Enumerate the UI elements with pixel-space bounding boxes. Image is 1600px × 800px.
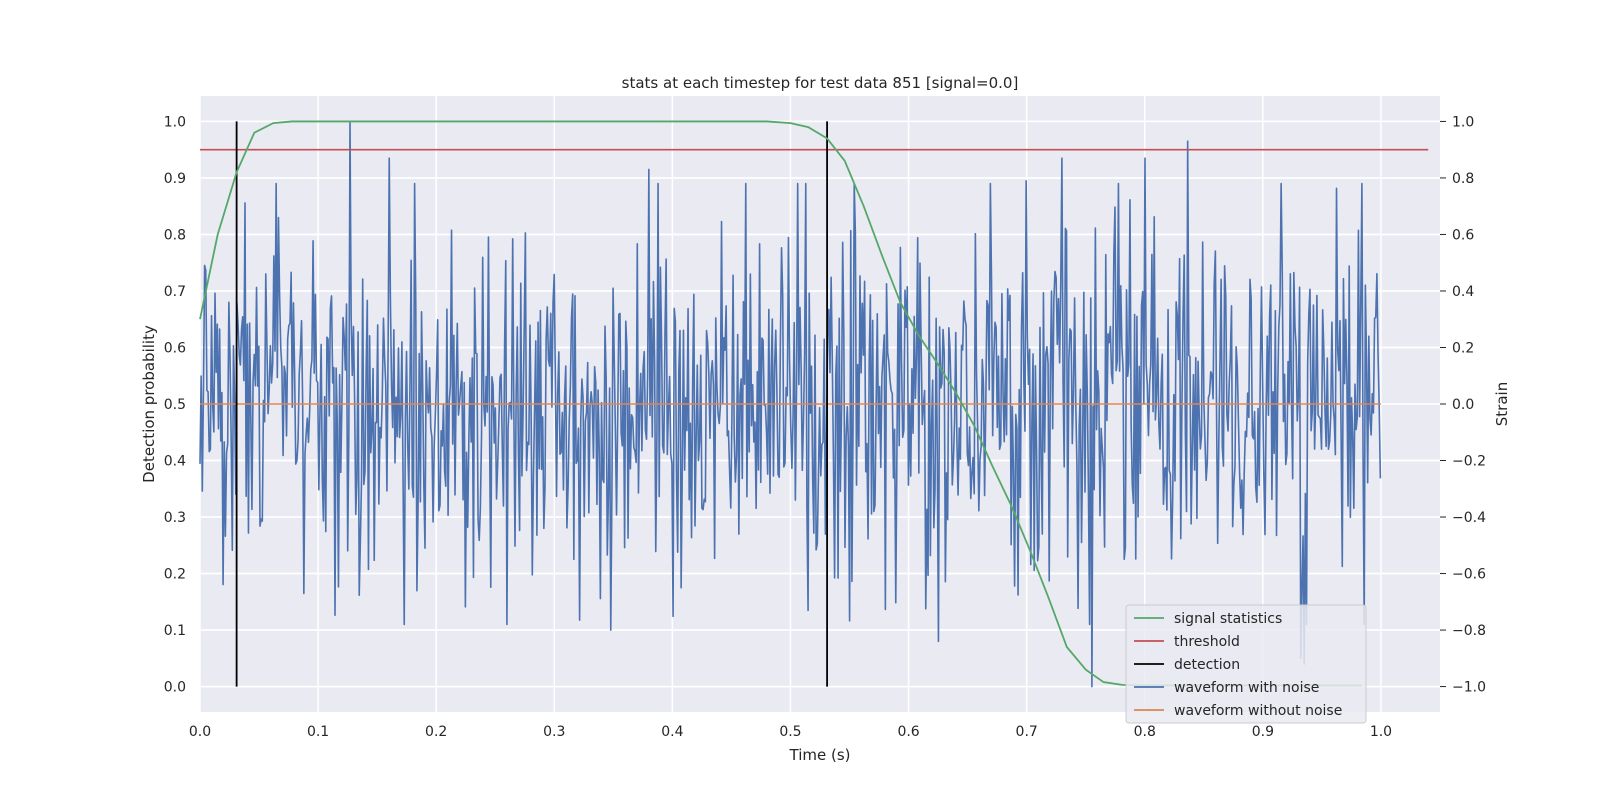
legend-label: detection — [1174, 657, 1240, 673]
y2-tick-label: 0.4 — [1452, 284, 1474, 300]
y-axis-label: Detection probability — [140, 325, 158, 483]
y2-tick-label: −1.0 — [1452, 680, 1486, 696]
y2-tick-label: −0.4 — [1452, 510, 1486, 526]
y2-tick-label: 0.8 — [1452, 171, 1474, 187]
x-tick-label: 0.8 — [1134, 724, 1156, 740]
y2-tick-label: −0.8 — [1452, 623, 1486, 639]
y2-tick-label: 1.0 — [1452, 114, 1474, 130]
y-tick-label: 0.5 — [164, 397, 186, 413]
series-signal-statistics — [199, 120, 1363, 687]
legend-label: waveform with noise — [1174, 680, 1319, 696]
y-tick-label: 0.9 — [164, 171, 186, 187]
x-tick-label: 1.0 — [1370, 724, 1392, 740]
y2-tick-label: 0.0 — [1452, 397, 1474, 413]
y2-tick-label: 0.2 — [1452, 340, 1474, 356]
legend-box — [1125, 604, 1367, 724]
y-tick-label: 1.0 — [164, 114, 186, 130]
y2-axis-label: Strain — [1493, 382, 1511, 426]
x-tick-label: 0.7 — [1016, 724, 1038, 740]
x-tick-label: 0.0 — [189, 724, 211, 740]
y-tick-label: 0.4 — [164, 454, 186, 470]
x-tick-label: 0.1 — [307, 724, 329, 740]
series-layer — [199, 120, 1429, 688]
y2-tick-label: 0.6 — [1452, 227, 1474, 243]
ticks-layer: 0.0 0.1 0.2 0.3 0.4 0.5 0.6 0.7 0.8 0.9 1.0 0.0 0.1 0… — [164, 114, 1486, 740]
x-tick-label: 0.2 — [425, 724, 447, 740]
series-waveform-with-noise — [199, 120, 1382, 688]
y-tick-label: 0.7 — [164, 284, 186, 300]
legend-label: threshold — [1174, 634, 1240, 650]
y-tick-label: 0.2 — [164, 567, 186, 583]
y2-tick-label: −0.2 — [1452, 454, 1486, 470]
x-tick-label: 0.6 — [897, 724, 919, 740]
x-tick-label: 0.3 — [543, 724, 565, 740]
x-tick-label: 0.5 — [779, 724, 801, 740]
x-tick-label: 0.4 — [661, 724, 683, 740]
legend-label: signal statistics — [1174, 611, 1282, 627]
y-tick-label: 0.8 — [164, 227, 186, 243]
x-tick-label: 0.9 — [1252, 724, 1274, 740]
x-axis-label: Time (s) — [789, 746, 851, 764]
y-tick-label: 0.1 — [164, 623, 186, 639]
y-tick-label: 0.0 — [164, 680, 186, 696]
chart-title: stats at each timestep for test data 851… — [622, 74, 1019, 92]
legend-label: waveform without noise — [1174, 703, 1342, 719]
y2-tick-label: −0.6 — [1452, 567, 1486, 583]
legend: signal statistics threshold detection wavef… — [1125, 604, 1367, 724]
y-tick-label: 0.6 — [164, 340, 186, 356]
y-tick-label: 0.3 — [164, 510, 186, 526]
